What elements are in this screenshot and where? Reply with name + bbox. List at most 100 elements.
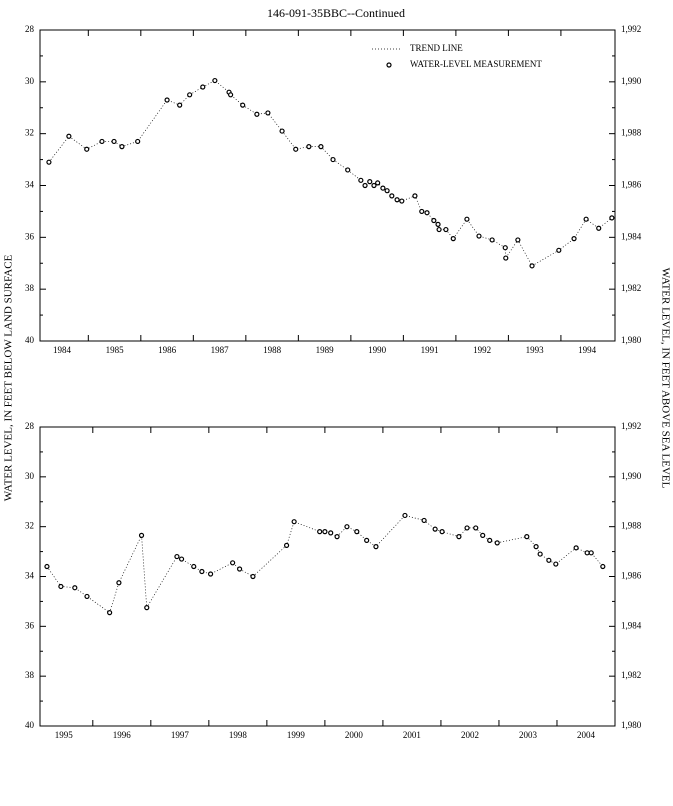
measurement-point	[254, 111, 260, 117]
legend-marker	[386, 62, 392, 68]
y2-tick-label: 1,992	[621, 421, 641, 431]
x-tick-label: 1990	[368, 345, 387, 355]
measurement-point	[236, 566, 243, 572]
y-tick-label: 30	[25, 471, 35, 481]
y2-tick-label: 1,986	[621, 180, 642, 190]
y-tick-label: 36	[25, 620, 35, 630]
measurement-point	[144, 605, 150, 611]
x-tick-label: 1989	[316, 345, 335, 355]
x-tick-label: 2003	[519, 730, 538, 740]
measurement-point	[111, 138, 117, 145]
measurement-point	[358, 177, 364, 183]
measurement-point	[230, 560, 236, 566]
legend-label: WATER-LEVEL MEASUREMENT	[410, 59, 542, 69]
measurement-point	[473, 525, 479, 531]
measurement-point	[177, 102, 183, 108]
measurement-point	[476, 233, 482, 239]
measurement-point	[515, 237, 521, 243]
y2-tick-label: 1,984	[621, 231, 642, 241]
x-tick-label: 2002	[461, 730, 479, 740]
y-tick-label: 34	[25, 571, 35, 581]
y2-tick-label: 1,980	[621, 335, 642, 345]
measurement-point	[138, 532, 145, 538]
x-tick-label: 1987	[211, 345, 230, 355]
measurement-point	[283, 542, 290, 548]
measurement-point	[584, 550, 590, 556]
y2-tick-label: 1,988	[621, 521, 642, 531]
measurement-point	[450, 236, 456, 242]
x-tick-label: 1998	[229, 730, 248, 740]
x-tick-label: 1996	[113, 730, 132, 740]
measurement-point	[399, 198, 405, 204]
measurement-point	[588, 550, 594, 556]
y-tick-label: 32	[25, 128, 34, 138]
y2-tick-label: 1,988	[621, 128, 642, 138]
measurement-point	[419, 208, 425, 215]
x-tick-label: 1984	[53, 345, 72, 355]
measurement-point	[494, 540, 500, 546]
measurement-point	[380, 185, 386, 191]
measurement-point	[279, 128, 285, 134]
y2-tick-label: 1,992	[621, 24, 641, 34]
measurement-point	[537, 551, 543, 557]
measurement-point	[546, 557, 552, 563]
measurement-point	[84, 593, 90, 600]
measurement-point	[44, 563, 50, 570]
measurement-point	[291, 519, 297, 525]
y-tick-label: 32	[25, 521, 34, 531]
y-tick-label: 28	[25, 421, 35, 431]
measurement-point	[187, 92, 193, 98]
y2-tick-label: 1,982	[621, 283, 641, 293]
trend-line	[48, 80, 613, 267]
measurement-point	[412, 193, 418, 199]
x-tick-label: 1988	[263, 345, 282, 355]
measurement-point	[556, 247, 562, 253]
measurement-point	[435, 221, 441, 227]
x-tick-label: 1999	[287, 730, 306, 740]
measurement-point	[174, 553, 180, 560]
x-tick-label: 1994	[578, 345, 597, 355]
measurement-point	[58, 583, 64, 590]
x-tick-label: 2001	[403, 730, 421, 740]
y-tick-label: 36	[25, 231, 35, 241]
measurement-point	[573, 545, 579, 551]
measurement-point	[439, 529, 445, 535]
measurement-point	[609, 215, 615, 221]
measurement-point	[432, 526, 438, 532]
y-tick-label: 34	[25, 180, 35, 190]
measurement-point	[200, 84, 206, 90]
measurement-point	[503, 255, 509, 261]
x-tick-label: 1985	[106, 345, 125, 355]
x-tick-label: 1991	[421, 345, 439, 355]
measurement-point	[306, 144, 312, 150]
x-tick-label: 1997	[171, 730, 190, 740]
y-tick-label: 30	[25, 76, 35, 86]
measurement-point	[354, 529, 360, 535]
measurement-point	[250, 573, 256, 580]
x-tick-label: 1995	[55, 730, 74, 740]
measurement-point	[529, 263, 535, 269]
measurement-point	[384, 188, 390, 194]
y-tick-label: 40	[25, 335, 35, 345]
measurement-point	[402, 512, 408, 519]
x-tick-label: 1992	[473, 345, 491, 355]
measurement-point	[362, 182, 368, 189]
x-tick-label: 2004	[577, 730, 596, 740]
y-tick-label: 28	[25, 24, 35, 34]
y-tick-label: 38	[25, 283, 35, 293]
measurement-point	[394, 197, 400, 203]
measurement-point	[334, 534, 340, 540]
measurement-point	[178, 556, 185, 562]
plot-frame	[39, 426, 616, 727]
measurement-point	[84, 146, 90, 152]
measurement-point	[212, 77, 218, 84]
measurement-point	[46, 159, 52, 165]
measurement-point	[191, 563, 197, 570]
measurement-point	[164, 97, 170, 103]
measurement-point	[424, 210, 430, 216]
chart-title: 146-091-35BBC--Continued	[267, 6, 405, 20]
measurement-point	[330, 156, 336, 163]
measurement-point	[135, 138, 141, 145]
